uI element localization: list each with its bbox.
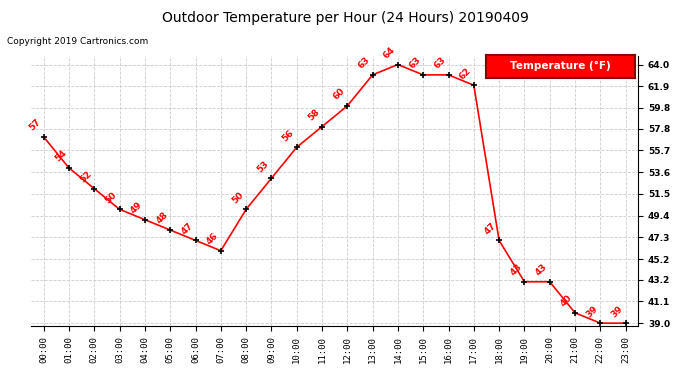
Text: 53: 53 <box>255 159 270 174</box>
Text: 39: 39 <box>610 304 625 319</box>
Text: Copyright 2019 Cartronics.com: Copyright 2019 Cartronics.com <box>7 38 148 46</box>
Text: Outdoor Temperature per Hour (24 Hours) 20190409: Outdoor Temperature per Hour (24 Hours) … <box>161 11 529 25</box>
Text: 47: 47 <box>483 221 498 236</box>
Text: 52: 52 <box>79 169 94 184</box>
Text: 43: 43 <box>509 262 524 278</box>
Text: 56: 56 <box>281 128 296 143</box>
Text: 50: 50 <box>230 190 246 205</box>
Text: 64: 64 <box>382 45 397 60</box>
Text: 63: 63 <box>357 56 372 71</box>
Text: 63: 63 <box>407 56 422 71</box>
Text: 46: 46 <box>205 231 220 247</box>
Text: 48: 48 <box>155 211 170 226</box>
Text: 47: 47 <box>179 221 195 236</box>
Text: 57: 57 <box>28 117 43 133</box>
Text: 43: 43 <box>534 262 549 278</box>
Text: 62: 62 <box>458 66 473 81</box>
Text: 58: 58 <box>306 107 322 122</box>
Text: 40: 40 <box>559 293 574 309</box>
Text: 49: 49 <box>129 200 144 216</box>
Text: 54: 54 <box>53 148 68 164</box>
Text: 39: 39 <box>584 304 600 319</box>
Text: 50: 50 <box>104 190 119 205</box>
Text: 60: 60 <box>331 87 346 102</box>
Text: 63: 63 <box>433 56 448 71</box>
